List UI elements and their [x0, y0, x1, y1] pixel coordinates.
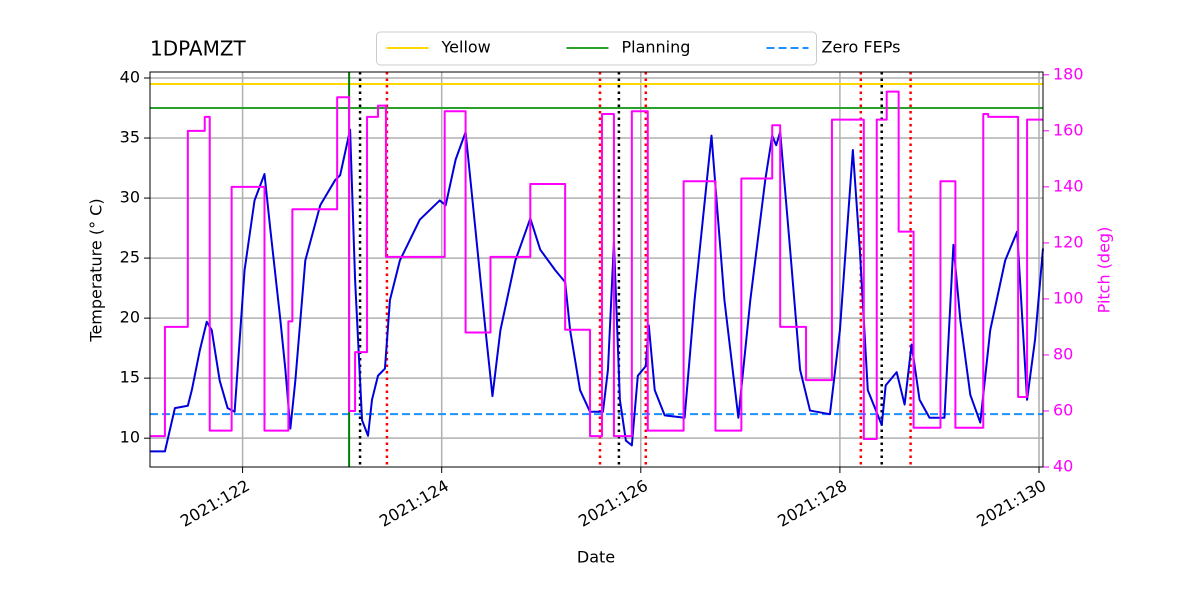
- y2-tick-label: 140: [1053, 176, 1084, 195]
- y2-tick-label: 40: [1053, 457, 1073, 476]
- data-line: [150, 90, 1043, 440]
- y2-axis-label: Pitch (deg): [1095, 227, 1114, 314]
- y-tick-label: 25: [120, 248, 140, 267]
- y-axis-label: Temperature (° C): [87, 198, 106, 342]
- x-axis-label: Date: [577, 548, 615, 567]
- y2-tick-label: 80: [1053, 344, 1073, 363]
- y-tick-label: 35: [120, 128, 140, 147]
- y-tick-label: 15: [120, 368, 140, 387]
- y2-tick-label: 60: [1053, 400, 1073, 419]
- legend: Yellow Planning Zero FEPs: [376, 31, 901, 66]
- y-tick-label: 10: [120, 428, 140, 447]
- legend-label: Planning: [622, 38, 691, 57]
- y-tick-label: 40: [120, 68, 140, 87]
- y-tick-label: 20: [120, 308, 140, 327]
- y2-tick-label: 180: [1053, 64, 1084, 83]
- y2-tick-label: 160: [1053, 120, 1084, 139]
- legend-label: Zero FEPs: [822, 38, 901, 57]
- legend-label: Yellow: [441, 38, 491, 57]
- chart-title: 1DPAMZT: [150, 37, 247, 61]
- y2-tick-label: 120: [1053, 232, 1084, 251]
- y2-tick-label: 100: [1053, 288, 1084, 307]
- y-tick-label: 30: [120, 188, 140, 207]
- data-line: [150, 128, 1044, 453]
